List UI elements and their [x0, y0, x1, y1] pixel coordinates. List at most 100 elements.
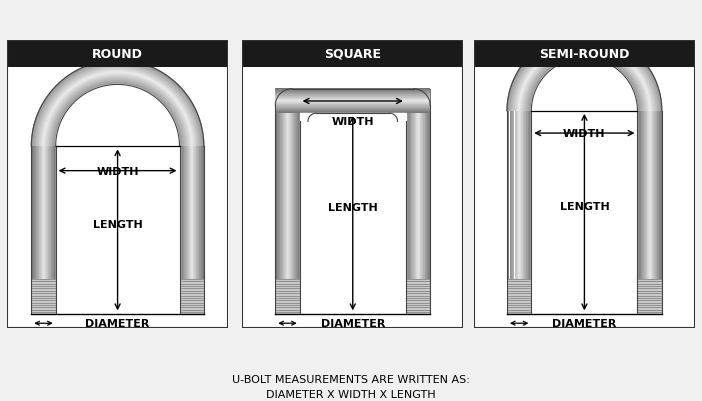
Text: LENGTH: LENGTH	[559, 202, 609, 211]
Polygon shape	[523, 51, 646, 111]
Polygon shape	[55, 84, 180, 147]
Polygon shape	[509, 36, 660, 111]
Polygon shape	[300, 114, 406, 315]
Polygon shape	[531, 59, 637, 111]
Polygon shape	[530, 57, 639, 111]
Text: LENGTH: LENGTH	[93, 219, 143, 229]
Polygon shape	[53, 82, 183, 147]
Polygon shape	[525, 53, 644, 111]
Polygon shape	[514, 41, 655, 111]
Bar	[406, 279, 430, 315]
Polygon shape	[42, 71, 193, 147]
Polygon shape	[516, 43, 653, 111]
Text: LENGTH: LENGTH	[328, 203, 378, 213]
Polygon shape	[55, 85, 180, 147]
Polygon shape	[507, 34, 662, 111]
Polygon shape	[517, 45, 651, 111]
Polygon shape	[51, 80, 185, 147]
Text: U-BOLT MEASUREMENTS ARE WRITTEN AS:: U-BOLT MEASUREMENTS ARE WRITTEN AS:	[232, 374, 470, 384]
Polygon shape	[45, 75, 190, 147]
Polygon shape	[511, 39, 658, 111]
Polygon shape	[46, 76, 189, 147]
Text: SEMI-ROUND: SEMI-ROUND	[539, 48, 630, 61]
Polygon shape	[524, 52, 644, 111]
Text: DIAMETER: DIAMETER	[321, 318, 385, 328]
Polygon shape	[508, 35, 661, 111]
Text: DIAMETER: DIAMETER	[552, 318, 616, 328]
Bar	[180, 279, 204, 315]
Polygon shape	[33, 63, 202, 147]
Polygon shape	[44, 73, 192, 147]
Polygon shape	[38, 67, 197, 147]
Polygon shape	[39, 69, 197, 147]
Polygon shape	[524, 51, 645, 111]
Polygon shape	[515, 43, 654, 111]
Bar	[242, 41, 463, 67]
Polygon shape	[51, 81, 184, 147]
Polygon shape	[519, 47, 649, 111]
Polygon shape	[41, 70, 194, 147]
Polygon shape	[529, 57, 640, 111]
Polygon shape	[55, 85, 180, 147]
Polygon shape	[528, 55, 641, 111]
Polygon shape	[522, 49, 647, 111]
Polygon shape	[31, 60, 204, 147]
Polygon shape	[518, 46, 651, 111]
Bar	[275, 279, 300, 315]
Polygon shape	[510, 37, 659, 111]
Polygon shape	[32, 61, 204, 147]
Polygon shape	[510, 38, 658, 111]
Polygon shape	[512, 40, 656, 111]
Bar	[507, 279, 531, 315]
Text: DIAMETER: DIAMETER	[86, 318, 150, 328]
Polygon shape	[41, 71, 194, 147]
Polygon shape	[49, 79, 186, 147]
Polygon shape	[36, 65, 199, 147]
Polygon shape	[506, 34, 663, 111]
Polygon shape	[521, 48, 648, 111]
Polygon shape	[39, 69, 196, 147]
Polygon shape	[43, 72, 192, 147]
Polygon shape	[35, 65, 200, 147]
Polygon shape	[54, 83, 181, 147]
Polygon shape	[38, 68, 197, 147]
Polygon shape	[519, 46, 650, 111]
Polygon shape	[37, 67, 198, 147]
Polygon shape	[50, 80, 185, 147]
Polygon shape	[40, 70, 195, 147]
Text: SQUARE: SQUARE	[324, 48, 381, 61]
Polygon shape	[49, 78, 186, 147]
Polygon shape	[526, 54, 642, 111]
Polygon shape	[512, 39, 657, 111]
Polygon shape	[32, 62, 203, 147]
Text: ROUND: ROUND	[92, 48, 143, 61]
Polygon shape	[515, 42, 654, 111]
Polygon shape	[529, 56, 640, 111]
Polygon shape	[531, 111, 637, 315]
Polygon shape	[52, 81, 183, 147]
Text: WIDTH: WIDTH	[96, 166, 139, 176]
Polygon shape	[48, 77, 187, 147]
Text: WIDTH: WIDTH	[331, 117, 374, 127]
Polygon shape	[531, 58, 638, 111]
Polygon shape	[44, 73, 192, 147]
Polygon shape	[32, 62, 203, 147]
Bar	[7, 41, 228, 67]
Polygon shape	[517, 44, 652, 111]
Polygon shape	[46, 75, 190, 147]
Polygon shape	[522, 50, 647, 111]
Polygon shape	[47, 77, 188, 147]
Polygon shape	[53, 83, 182, 147]
Polygon shape	[522, 49, 647, 111]
Polygon shape	[528, 56, 641, 111]
Polygon shape	[55, 147, 180, 315]
Polygon shape	[48, 78, 187, 147]
Text: WIDTH: WIDTH	[563, 129, 606, 139]
Polygon shape	[513, 41, 656, 111]
Polygon shape	[520, 48, 649, 111]
Polygon shape	[517, 45, 652, 111]
Polygon shape	[37, 66, 199, 147]
Polygon shape	[511, 38, 658, 111]
Polygon shape	[526, 53, 643, 111]
Polygon shape	[527, 55, 642, 111]
